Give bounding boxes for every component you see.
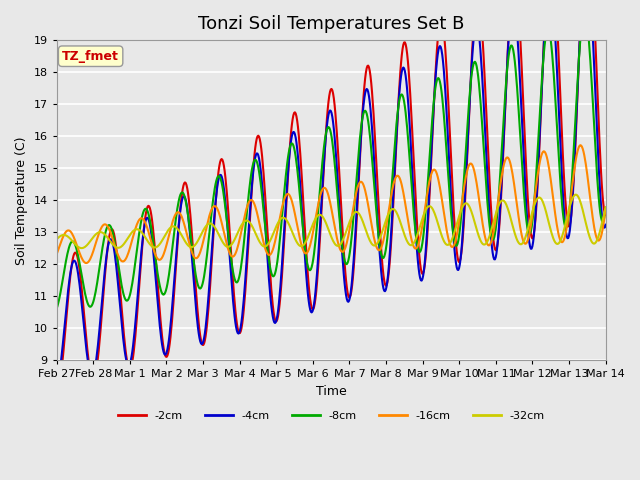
-16cm: [415, 241, 422, 247]
-8cm: [602, 205, 609, 211]
Line: -32cm: -32cm: [57, 194, 605, 248]
-8cm: [119, 290, 127, 296]
Line: -4cm: -4cm: [57, 0, 605, 385]
-4cm: [53, 382, 61, 388]
-32cm: [63, 233, 70, 239]
-4cm: [175, 220, 182, 226]
-4cm: [602, 222, 609, 228]
-16cm: [120, 258, 128, 264]
-32cm: [399, 226, 406, 232]
-16cm: [63, 228, 70, 234]
-32cm: [53, 236, 61, 242]
Y-axis label: Soil Temperature (C): Soil Temperature (C): [15, 136, 28, 264]
-2cm: [53, 390, 61, 396]
-32cm: [78, 245, 86, 251]
-32cm: [602, 204, 609, 210]
-4cm: [119, 335, 127, 341]
Line: -8cm: -8cm: [57, 13, 605, 309]
Title: Tonzi Soil Temperatures Set B: Tonzi Soil Temperatures Set B: [198, 15, 465, 33]
-8cm: [63, 255, 70, 261]
Text: TZ_fmet: TZ_fmet: [62, 50, 119, 63]
-8cm: [398, 92, 406, 97]
-2cm: [414, 233, 422, 239]
-32cm: [176, 229, 184, 235]
-2cm: [119, 323, 127, 329]
-32cm: [415, 228, 422, 234]
-8cm: [414, 245, 422, 251]
-16cm: [399, 186, 406, 192]
-8cm: [204, 244, 212, 250]
-4cm: [414, 257, 422, 263]
-4cm: [398, 69, 406, 74]
-2cm: [204, 312, 212, 318]
-16cm: [53, 251, 61, 257]
-32cm: [572, 192, 580, 197]
-4cm: [63, 302, 70, 308]
-32cm: [120, 241, 128, 247]
-2cm: [63, 312, 70, 318]
Legend: -2cm, -4cm, -8cm, -16cm, -32cm: -2cm, -4cm, -8cm, -16cm, -32cm: [113, 407, 549, 425]
-16cm: [602, 206, 609, 212]
-32cm: [205, 221, 212, 227]
Line: -2cm: -2cm: [57, 0, 605, 393]
-4cm: [204, 301, 212, 307]
-8cm: [580, 10, 588, 16]
-8cm: [53, 306, 61, 312]
-2cm: [602, 212, 609, 217]
-2cm: [175, 223, 182, 229]
-2cm: [398, 52, 406, 58]
X-axis label: Time: Time: [316, 385, 346, 398]
-16cm: [176, 210, 184, 216]
-16cm: [205, 216, 212, 221]
Line: -16cm: -16cm: [57, 145, 605, 263]
-8cm: [175, 197, 182, 203]
-16cm: [83, 260, 90, 266]
-16cm: [577, 143, 584, 148]
